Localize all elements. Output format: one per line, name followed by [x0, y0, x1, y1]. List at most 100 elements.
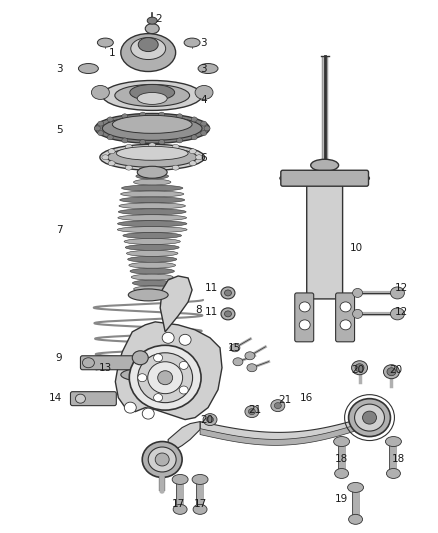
Ellipse shape: [245, 352, 255, 360]
Ellipse shape: [132, 351, 148, 365]
Ellipse shape: [172, 144, 179, 149]
Ellipse shape: [107, 117, 113, 122]
Ellipse shape: [125, 144, 132, 149]
Ellipse shape: [130, 268, 174, 274]
Text: 18: 18: [335, 455, 348, 464]
Ellipse shape: [349, 514, 363, 524]
Ellipse shape: [107, 147, 197, 167]
Ellipse shape: [138, 353, 193, 402]
Text: 17: 17: [194, 499, 207, 510]
Ellipse shape: [118, 209, 186, 215]
Ellipse shape: [225, 290, 231, 296]
Ellipse shape: [245, 406, 259, 417]
Ellipse shape: [353, 309, 363, 318]
Ellipse shape: [98, 131, 104, 135]
FancyBboxPatch shape: [295, 293, 314, 342]
Ellipse shape: [78, 63, 99, 74]
Ellipse shape: [363, 411, 377, 424]
Text: 21: 21: [278, 394, 291, 405]
Ellipse shape: [192, 474, 208, 484]
Ellipse shape: [117, 227, 187, 232]
Ellipse shape: [311, 159, 339, 171]
Ellipse shape: [198, 63, 218, 74]
Text: 3: 3: [200, 63, 207, 74]
Ellipse shape: [148, 362, 183, 394]
Ellipse shape: [299, 320, 310, 330]
Ellipse shape: [138, 374, 147, 382]
Ellipse shape: [221, 287, 235, 299]
Text: 4: 4: [200, 95, 207, 106]
Ellipse shape: [271, 400, 285, 411]
Ellipse shape: [149, 143, 155, 148]
Text: 20: 20: [200, 415, 213, 425]
Polygon shape: [200, 418, 361, 440]
FancyBboxPatch shape: [281, 170, 368, 186]
Ellipse shape: [102, 80, 202, 110]
Ellipse shape: [204, 126, 210, 131]
Ellipse shape: [129, 262, 176, 268]
Ellipse shape: [173, 504, 187, 514]
Polygon shape: [168, 422, 200, 455]
Polygon shape: [115, 322, 222, 419]
Ellipse shape: [122, 185, 183, 191]
Ellipse shape: [102, 155, 109, 160]
Ellipse shape: [127, 256, 177, 262]
FancyBboxPatch shape: [307, 183, 343, 299]
Ellipse shape: [221, 308, 235, 320]
Text: 20: 20: [389, 365, 403, 375]
Ellipse shape: [179, 386, 188, 394]
FancyBboxPatch shape: [336, 293, 355, 342]
Ellipse shape: [95, 126, 100, 131]
Ellipse shape: [108, 149, 115, 154]
Polygon shape: [160, 276, 192, 332]
Ellipse shape: [117, 147, 188, 160]
Ellipse shape: [299, 302, 310, 312]
Ellipse shape: [127, 251, 178, 256]
Ellipse shape: [158, 371, 173, 385]
Ellipse shape: [172, 165, 179, 170]
Ellipse shape: [155, 453, 169, 466]
Ellipse shape: [196, 155, 202, 160]
Ellipse shape: [177, 138, 183, 143]
Text: 7: 7: [56, 225, 63, 235]
Ellipse shape: [135, 292, 170, 298]
Text: 11: 11: [205, 307, 218, 317]
Ellipse shape: [352, 361, 367, 375]
Ellipse shape: [122, 138, 128, 143]
Polygon shape: [200, 425, 355, 446]
Text: 8: 8: [195, 305, 202, 315]
Ellipse shape: [124, 402, 136, 413]
Ellipse shape: [353, 288, 363, 297]
Ellipse shape: [355, 404, 385, 431]
Ellipse shape: [124, 238, 180, 245]
Ellipse shape: [340, 302, 351, 312]
Text: 1: 1: [109, 47, 115, 58]
Ellipse shape: [334, 437, 350, 447]
Ellipse shape: [386, 469, 400, 479]
Ellipse shape: [117, 221, 187, 227]
Ellipse shape: [112, 116, 192, 133]
Text: 11: 11: [205, 283, 218, 293]
Ellipse shape: [177, 114, 183, 119]
Ellipse shape: [119, 203, 185, 209]
Text: 16: 16: [300, 393, 313, 402]
Ellipse shape: [123, 232, 181, 239]
Ellipse shape: [355, 364, 364, 372]
Text: 10: 10: [350, 243, 363, 253]
Ellipse shape: [98, 121, 104, 126]
Ellipse shape: [142, 441, 182, 478]
Ellipse shape: [207, 417, 213, 423]
Ellipse shape: [147, 17, 157, 24]
Text: 2: 2: [155, 14, 162, 23]
Ellipse shape: [191, 117, 197, 122]
Ellipse shape: [97, 38, 113, 47]
Ellipse shape: [129, 345, 201, 410]
Ellipse shape: [159, 140, 165, 144]
Ellipse shape: [172, 474, 188, 484]
Ellipse shape: [162, 333, 174, 343]
Text: 14: 14: [49, 393, 63, 402]
FancyBboxPatch shape: [81, 356, 154, 370]
Ellipse shape: [390, 308, 404, 320]
Ellipse shape: [149, 167, 155, 172]
Ellipse shape: [102, 116, 202, 140]
